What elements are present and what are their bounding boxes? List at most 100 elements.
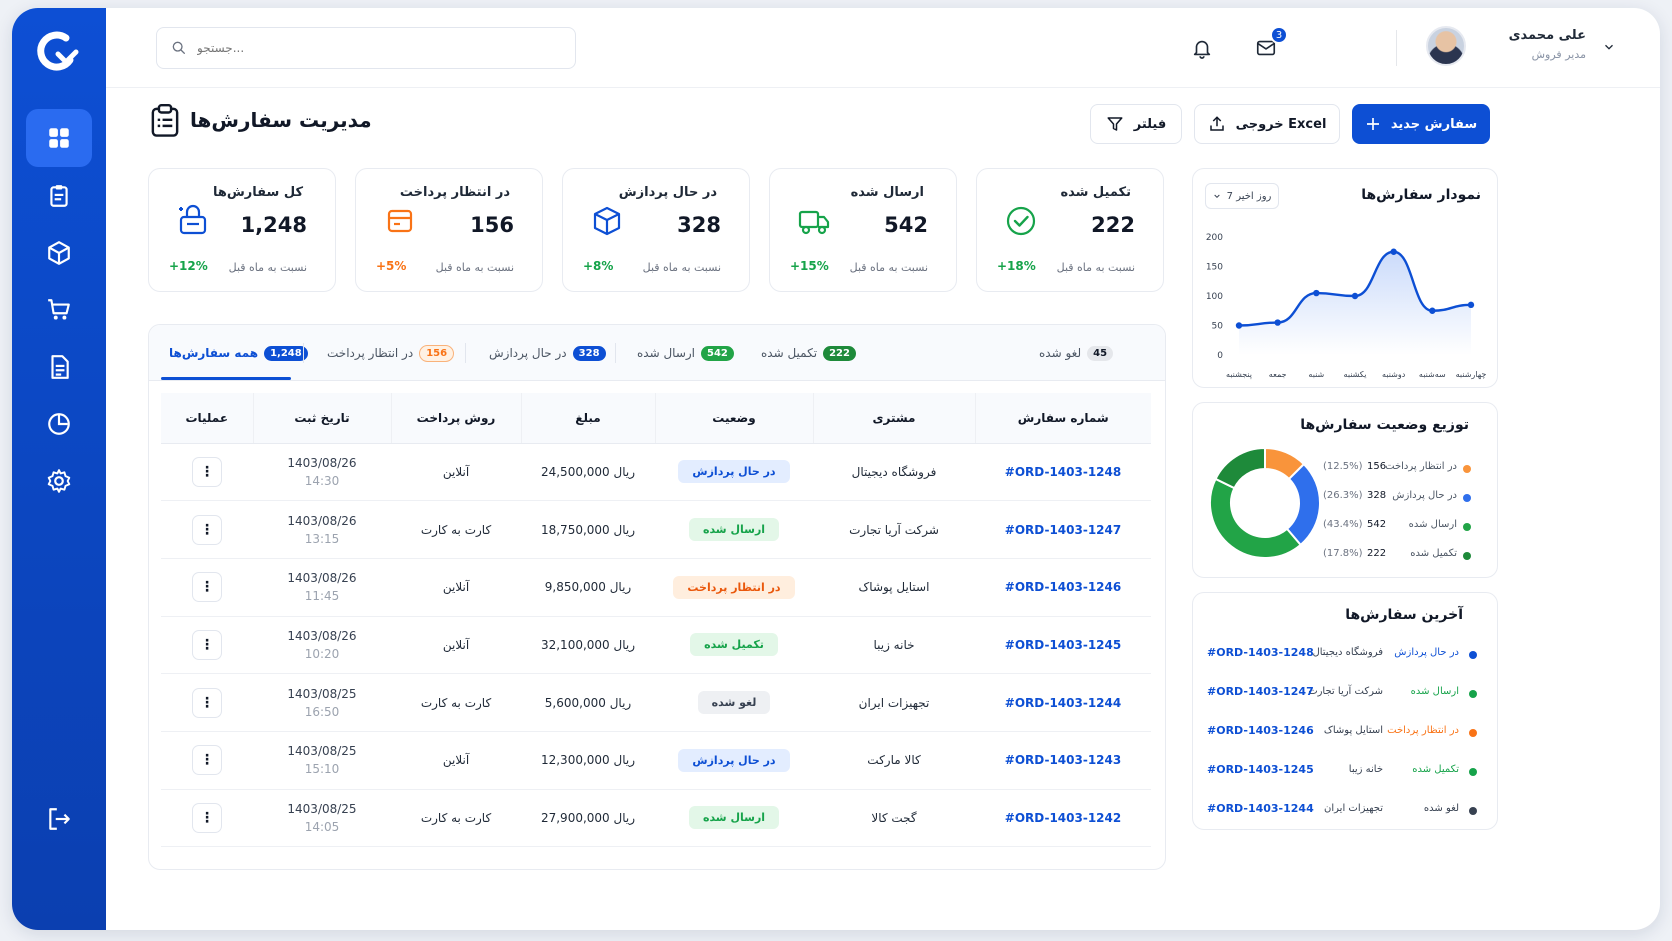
order-number-link[interactable]: #ORD-1403-1244 <box>975 673 1151 732</box>
legend-label: در انتظار پرداخت <box>1385 461 1457 472</box>
sidebar <box>12 8 106 930</box>
row-actions-cell: ⋮ <box>161 558 253 617</box>
recent-order-link[interactable]: #ORD-1403-1244 <box>1207 802 1314 815</box>
search-box[interactable] <box>156 27 576 69</box>
order-number-link[interactable]: #ORD-1403-1242 <box>975 789 1151 848</box>
recent-order-link[interactable]: #ORD-1403-1245 <box>1207 763 1314 776</box>
gear-icon <box>47 469 71 493</box>
tab-pending[interactable]: در انتظار پرداخت 156 <box>327 339 455 367</box>
row-actions-cell: ⋮ <box>161 789 253 848</box>
new-order-button[interactable]: سفارش جدید <box>1352 104 1490 144</box>
list-item[interactable]: در انتظار پرداخت استایل پوشاک #ORD-1403-12… <box>1193 723 1497 743</box>
col-order-number[interactable]: شماره سفارش <box>975 393 1151 444</box>
row-status-cell: ارسال شده <box>655 789 813 848</box>
order-number-link[interactable]: #ORD-1403-1246 <box>975 558 1151 617</box>
list-item[interactable]: ارسال شده شرکت آریا تجارت #ORD-1403-1247 <box>1193 684 1497 704</box>
data-point[interactable] <box>1274 319 1281 326</box>
table-row[interactable]: ⋮ 1403/08/26 14:30 آنلاین 24,500,000 ریال در … <box>161 443 1151 502</box>
avatar <box>1426 26 1466 66</box>
status-tabs: همه سفارش‌ها 1,248 در انتظار پرداخت 156 … <box>149 325 1165 381</box>
more-actions-button[interactable]: ⋮ <box>192 802 222 833</box>
col-customer[interactable]: مشتری <box>813 393 976 444</box>
more-actions-button[interactable]: ⋮ <box>192 687 222 718</box>
tab-count-badge: 328 <box>572 345 606 361</box>
order-number-link[interactable]: #ORD-1403-1248 <box>975 443 1151 502</box>
data-point[interactable] <box>1351 292 1359 300</box>
more-actions-button[interactable]: ⋮ <box>192 629 222 660</box>
filter-button[interactable]: فیلتر <box>1090 104 1182 144</box>
tab-all[interactable]: همه سفارش‌ها 1,248 <box>169 339 308 367</box>
more-actions-button[interactable]: ⋮ <box>192 572 222 603</box>
donut-slice[interactable] <box>1209 477 1303 559</box>
notifications-button[interactable] <box>1186 32 1218 64</box>
col-status[interactable]: وضعیت <box>655 393 814 444</box>
data-point[interactable] <box>1467 301 1475 309</box>
recent-order-link[interactable]: #ORD-1403-1246 <box>1207 724 1314 737</box>
more-actions-button[interactable]: ⋮ <box>192 745 222 776</box>
order-date: 1403/08/26 <box>287 513 357 528</box>
recent-order-link[interactable]: #ORD-1403-1248 <box>1207 646 1314 659</box>
table-row[interactable]: ⋮ 1403/08/26 13:15 کارت به کارت 18,750,000 ر… <box>161 500 1151 559</box>
nav-analytics[interactable] <box>26 395 92 453</box>
recent-customer: تجهیزات ایران <box>1324 803 1383 814</box>
data-point[interactable] <box>1429 307 1436 314</box>
search-input[interactable] <box>197 41 397 55</box>
row-date-cell: 1403/08/26 13:15 <box>253 500 391 559</box>
tab-count-badge: 1,248 <box>264 345 308 361</box>
tab-cancelled[interactable]: لغو شده 45 <box>1039 339 1114 367</box>
list-item[interactable]: تکمیل شده خانه زیبا #ORD-1403-1245 <box>1193 762 1497 782</box>
order-number-link[interactable]: #ORD-1403-1245 <box>975 616 1151 675</box>
clipboard-list-icon <box>151 104 179 137</box>
nav-dashboard[interactable] <box>26 109 92 167</box>
table-row[interactable]: ⋮ 1403/08/26 10:20 آنلاین 32,100,000 ریال تکم… <box>161 616 1151 675</box>
messages-button[interactable]: 3 <box>1250 26 1288 64</box>
stat-value: 328 <box>677 213 721 237</box>
table-row[interactable]: ⋮ 1403/08/26 11:45 آنلاین 9,850,000 ریال در ا… <box>161 558 1151 617</box>
col-actions[interactable]: عملیات <box>161 393 254 444</box>
data-point[interactable] <box>1390 248 1397 255</box>
table-row[interactable]: ⋮ 1403/08/25 14:05 کارت به کارت 27,900,000 ر… <box>161 789 1151 848</box>
tab-completed[interactable]: تکمیل شده 222 <box>761 339 856 367</box>
recent-order-link[interactable]: #ORD-1403-1247 <box>1207 685 1314 698</box>
status-donut-chart <box>1209 446 1321 559</box>
x-tick-label: شنبه <box>1308 370 1324 379</box>
data-point[interactable] <box>1313 289 1320 297</box>
x-tick-label: دوشنبه <box>1382 370 1406 379</box>
donut-slice[interactable] <box>1214 446 1266 490</box>
stat-title: ارسال شده <box>850 185 924 200</box>
order-number-link[interactable]: #ORD-1403-1243 <box>975 731 1151 790</box>
export-excel-button[interactable]: خروجی Excel <box>1194 104 1340 144</box>
truck-icon <box>798 210 830 235</box>
stat-change-percent: +18% <box>997 259 1036 273</box>
more-actions-button[interactable]: ⋮ <box>192 514 222 545</box>
col-date[interactable]: تاریخ ثبت <box>253 393 392 444</box>
table-row[interactable]: ⋮ 1403/08/25 16:50 کارت به کارت 5,600,000 ری… <box>161 673 1151 732</box>
row-payment-cell: کارت به کارت <box>391 673 521 732</box>
user-menu[interactable]: علی محمدی مدیر فروش <box>1426 26 1616 70</box>
data-point[interactable] <box>1235 322 1243 329</box>
nav-reports[interactable] <box>26 338 92 396</box>
range-select[interactable]: 7 روز اخیر <box>1205 183 1279 209</box>
nav-cart[interactable] <box>26 281 92 339</box>
stat-title: کل سفارش‌ها <box>212 185 303 200</box>
donut-slice[interactable] <box>1285 462 1321 547</box>
nav-orders[interactable] <box>26 167 92 225</box>
stat-value: 542 <box>884 213 928 237</box>
list-item[interactable]: لغو شده تجهیزات ایران #ORD-1403-1244 <box>1193 801 1497 821</box>
list-item[interactable]: در حال پردازش فروشگاه دیجیتال #ORD-1403-12… <box>1193 645 1497 665</box>
order-number-link[interactable]: #ORD-1403-1247 <box>975 500 1151 559</box>
col-amount[interactable]: مبلغ <box>521 393 656 444</box>
filter-button-label: فیلتر <box>1133 116 1167 132</box>
nav-settings[interactable] <box>26 452 92 510</box>
table-row[interactable]: ⋮ 1403/08/25 15:10 آنلاین 12,300,000 ریال در … <box>161 731 1151 790</box>
col-payment[interactable]: روش پرداخت <box>391 393 522 444</box>
legend-value: 542 <box>1367 519 1387 530</box>
nav-products[interactable] <box>26 224 92 282</box>
row-customer-cell: خانه زیبا <box>813 616 975 675</box>
more-actions-button[interactable]: ⋮ <box>192 456 222 487</box>
status-badge: در انتظار پرداخت <box>673 575 795 599</box>
tab-processing[interactable]: در حال پردازش 328 <box>489 339 606 367</box>
orders-chart-title: نمودار سفارش‌ها <box>1361 187 1481 203</box>
tab-shipped[interactable]: ارسال شده 542 <box>637 339 734 367</box>
nav-logout[interactable] <box>26 790 92 848</box>
